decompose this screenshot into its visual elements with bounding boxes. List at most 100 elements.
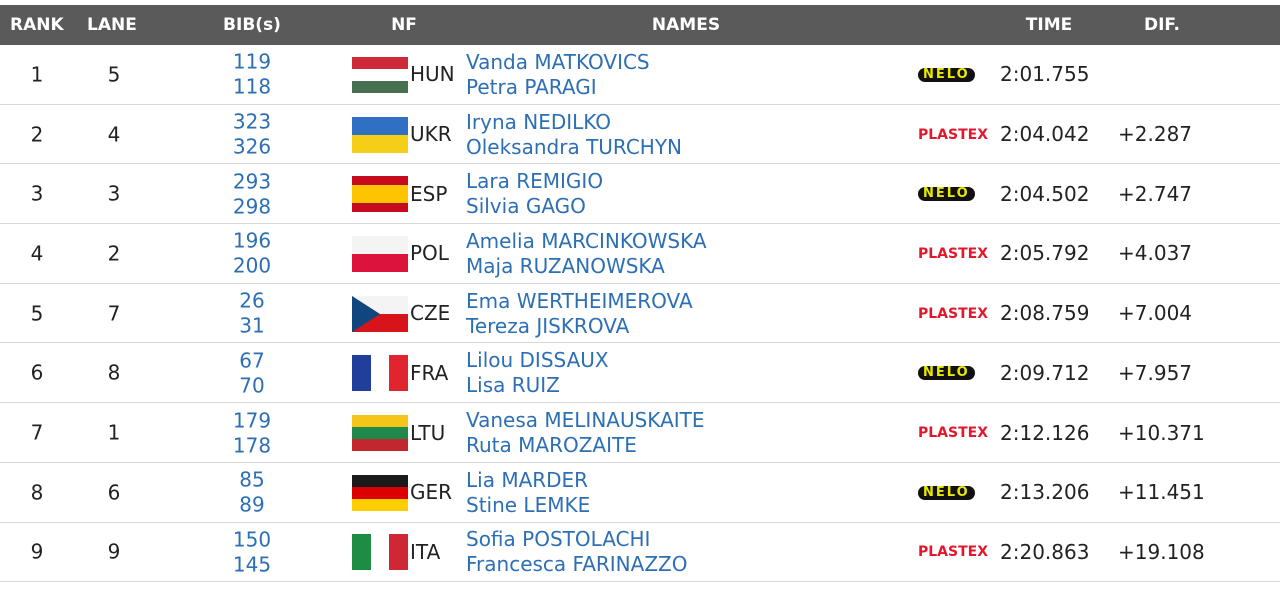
- athlete-name: Lia MARDER: [466, 467, 589, 492]
- flag-stripe: [352, 427, 408, 440]
- athlete-name: Stine LEMKE: [466, 492, 591, 517]
- rank: 4: [30, 241, 44, 266]
- rank: 8: [30, 480, 44, 505]
- flag-stripe: [352, 134, 408, 153]
- rank: 9: [30, 539, 44, 564]
- athlete-name: Ema WERTHEIMEROVA: [466, 288, 693, 313]
- boat-brand: NELO: [918, 485, 975, 500]
- flag-stripe: [352, 415, 408, 428]
- athlete-name: Petra PARAGI: [466, 74, 597, 99]
- flag-stripe: [352, 474, 408, 487]
- result-row: 9 9 150 145 ITA Sofia POSTOLACHI Francesca FAR…: [0, 523, 1280, 583]
- time: 2:13.206: [1000, 480, 1090, 505]
- bib: 31: [239, 313, 265, 338]
- time: 2:09.712: [1000, 360, 1090, 385]
- flag-stripe: [352, 68, 408, 81]
- bib: 26: [239, 288, 265, 313]
- nf-code: ITA: [410, 539, 441, 564]
- bib: 150: [232, 527, 272, 552]
- difference: +7.004: [1118, 301, 1193, 326]
- boat-brand: PLASTEX: [918, 425, 989, 442]
- difference: +4.037: [1118, 241, 1193, 266]
- nf-code: ESP: [410, 181, 448, 206]
- flag-stripe: [352, 355, 371, 392]
- lane: 8: [107, 360, 121, 385]
- flag: [352, 235, 408, 272]
- bib: 200: [232, 253, 272, 278]
- bib: 89: [239, 492, 265, 517]
- nf-code: CZE: [410, 301, 451, 326]
- result-row: 4 2 196 200 POL Amelia MARCINKOWSKA Maja RUZAN…: [0, 224, 1280, 284]
- rank: 3: [30, 181, 44, 206]
- flag-stripe: [389, 355, 408, 392]
- flag: [352, 534, 408, 571]
- athlete-name: Lilou DISSAUX: [466, 348, 609, 373]
- rank: 2: [30, 122, 44, 147]
- athlete-name: Vanda MATKOVICS: [466, 49, 650, 74]
- flag-stripe: [370, 355, 390, 392]
- difference: +11.451: [1118, 480, 1205, 505]
- difference: +10.371: [1118, 420, 1205, 445]
- athlete-name: Silvia GAGO: [466, 194, 586, 219]
- result-row: 8 6 85 89 GER Lia MARDER Stine LEMKE NELO 2:13.2…: [0, 463, 1280, 523]
- bib: 118: [232, 74, 272, 99]
- lane: 3: [107, 181, 121, 206]
- flag-stripe: [389, 534, 408, 571]
- flag-stripe: [352, 56, 408, 69]
- time: 2:08.759: [1000, 301, 1090, 326]
- bib: 70: [239, 373, 265, 398]
- header-bar: [0, 5, 1280, 45]
- boat-brand: PLASTEX: [918, 245, 989, 262]
- bib: 179: [232, 408, 272, 433]
- difference: +2.287: [1118, 122, 1193, 147]
- flag: [352, 355, 408, 392]
- lane: 7: [107, 301, 121, 326]
- flag-stripe: [352, 80, 408, 93]
- lane: 1: [107, 420, 121, 445]
- bib: 178: [232, 433, 272, 458]
- lane: 9: [107, 539, 121, 564]
- flag: [352, 474, 408, 511]
- nf-code: LTU: [410, 420, 446, 445]
- difference: +19.108: [1118, 539, 1205, 564]
- flag-stripe: [352, 194, 408, 204]
- result-row: 5 7 26 31 CZE Ema WERTHEIMEROVA Tereza JISKROV…: [0, 284, 1280, 344]
- flag-stripe: [370, 534, 390, 571]
- result-row: 1 5 119 118 HUN Vanda MATKOVICS Petra PARAGI NE…: [0, 45, 1280, 105]
- flag: [352, 176, 408, 213]
- time: 2:01.755: [1000, 62, 1090, 87]
- flag-stripe: [352, 203, 408, 213]
- flag: [352, 415, 408, 452]
- time: 2:05.792: [1000, 241, 1090, 266]
- boat-brand: PLASTEX: [918, 305, 989, 322]
- athlete-name: Tereza JISKROVA: [466, 313, 630, 338]
- bib: 145: [232, 552, 272, 577]
- lane: 2: [107, 241, 121, 266]
- boat-brand: PLASTEX: [918, 126, 989, 143]
- nf-code: UKR: [410, 122, 452, 147]
- athlete-name: Amelia MARCINKOWSKA: [466, 228, 707, 253]
- flag: [352, 295, 408, 332]
- athlete-name: Lara REMIGIO: [466, 169, 604, 194]
- rank: 1: [30, 62, 44, 87]
- flag-stripe: [352, 498, 408, 511]
- flag: [352, 116, 408, 153]
- athlete-name: Sofia POSTOLACHI: [466, 527, 651, 552]
- rank: 7: [30, 420, 44, 445]
- nf-code: FRA: [410, 360, 449, 385]
- column-header: DIF.: [1143, 15, 1181, 35]
- time: 2:12.126: [1000, 420, 1090, 445]
- boat-brand: NELO: [918, 67, 975, 82]
- bib: 67: [239, 348, 265, 373]
- result-row: 2 4 323 326 UKR Iryna NEDILKO Oleksandra TURCH…: [0, 105, 1280, 165]
- flag-stripe: [352, 116, 408, 135]
- result-row: 7 1 179 178 LTU Vanesa MELINAUSKAITE Ruta MARO…: [0, 403, 1280, 463]
- flag-stripe: [352, 176, 408, 186]
- athlete-name: Vanesa MELINAUSKAITE: [466, 408, 705, 433]
- result-row: 6 8 67 70 FRA Lilou DISSAUX Lisa RUIZ NELO 2:09.…: [0, 344, 1280, 404]
- nf-code: HUN: [410, 62, 455, 87]
- boat-brand: PLASTEX: [918, 544, 989, 561]
- difference: +7.957: [1118, 360, 1193, 385]
- flag-stripe: [352, 235, 408, 254]
- column-header: TIME: [1025, 15, 1073, 35]
